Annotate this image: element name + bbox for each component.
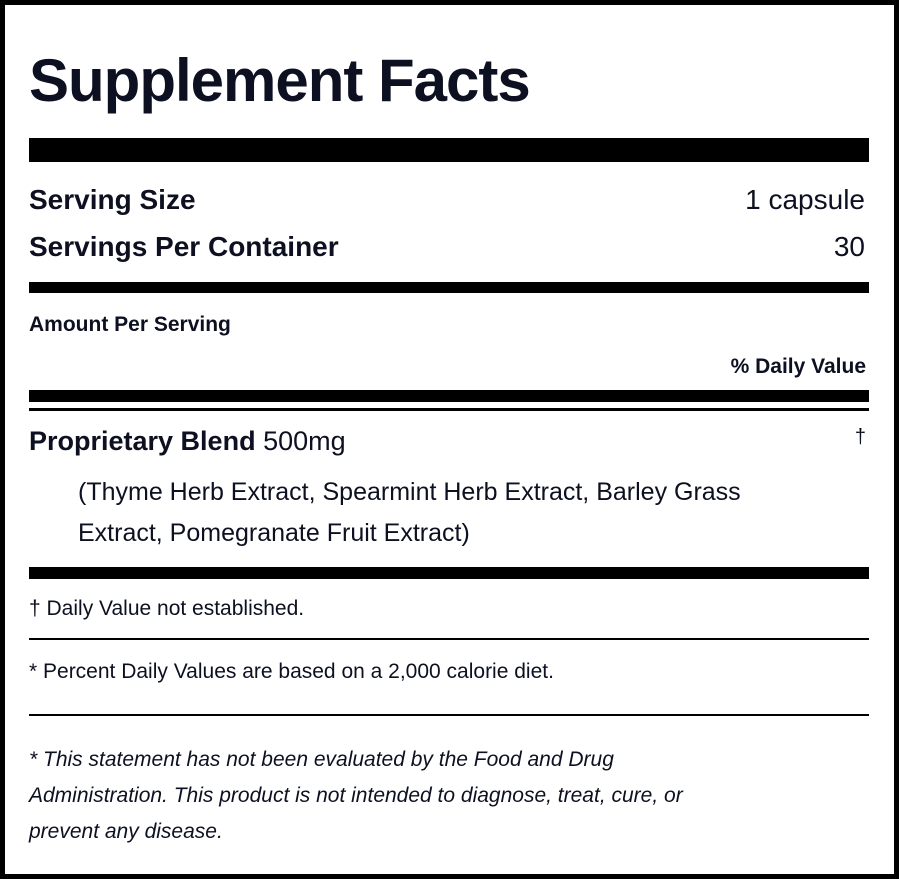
servings-per-container-label: Servings Per Container — [29, 231, 339, 262]
serving-size-label: Serving Size — [29, 184, 196, 215]
footnote-dagger: † Daily Value not established. — [29, 597, 305, 620]
ingredient-dv: † — [854, 426, 866, 448]
daily-value-header: % Daily Value — [730, 355, 866, 378]
serving-size-row: Serving Size 1 capsule — [29, 184, 865, 216]
divider-medium — [29, 282, 869, 293]
servings-per-container-row: Servings Per Container 30 — [29, 231, 865, 263]
divider-thin — [29, 408, 869, 411]
disclaimer-line: Administration. This product is not inte… — [29, 784, 683, 807]
divider-medium — [29, 390, 869, 402]
ingredient-amount: 500mg — [263, 426, 346, 456]
components-line: (Thyme Herb Extract, Spearmint Herb Extr… — [78, 478, 741, 506]
servings-per-container-value: 30 — [833, 231, 865, 262]
ingredient-name: Proprietary Blend — [29, 426, 256, 456]
divider-thick — [29, 138, 869, 162]
components-line: Extract, Pomegranate Fruit Extract) — [78, 519, 470, 547]
amount-per-serving: Amount Per Serving — [29, 313, 231, 336]
footnote-percent: * Percent Daily Values are based on a 2,… — [29, 660, 554, 683]
divider-hairline — [29, 638, 869, 640]
disclaimer-line: prevent any disease. — [29, 820, 223, 843]
ingredient-row: Proprietary Blend 500mg — [29, 426, 346, 457]
divider-medium — [29, 567, 869, 579]
page-title: Supplement Facts — [29, 47, 531, 114]
fda-disclaimer: * This statement has not been evaluated … — [29, 742, 683, 850]
divider-hairline — [29, 714, 869, 716]
ingredient-components: (Thyme Herb Extract, Spearmint Herb Extr… — [78, 472, 741, 554]
serving-size-value: 1 capsule — [745, 184, 865, 215]
disclaimer-line: * This statement has not been evaluated … — [29, 748, 614, 771]
